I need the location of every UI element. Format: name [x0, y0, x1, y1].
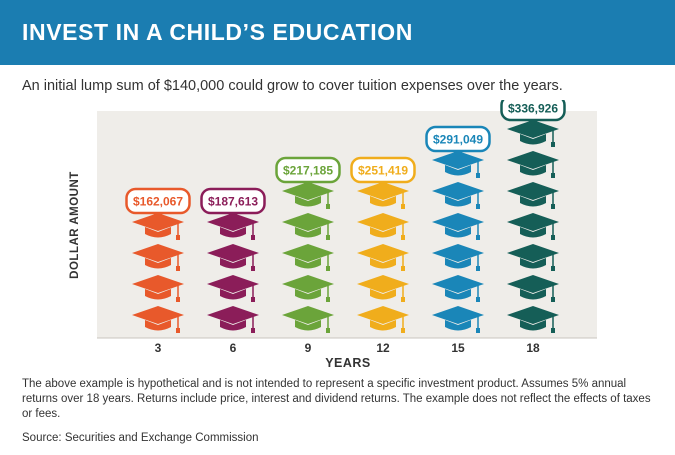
graduation-cap-icon	[357, 306, 409, 333]
value-label: $217,185	[283, 164, 333, 178]
graduation-cap-icon	[207, 275, 259, 302]
graduation-cap-icon	[507, 213, 559, 240]
value-label: $291,049	[433, 133, 483, 147]
footnote: The above example is hypothetical and is…	[22, 378, 651, 420]
graduation-cap-icon	[132, 275, 184, 302]
graduation-cap-icon	[282, 275, 334, 302]
graduation-cap-icon	[432, 182, 484, 209]
value-label-pointer	[377, 181, 389, 188]
x-tick-label: 12	[376, 341, 390, 355]
graduation-cap-icon	[207, 213, 259, 240]
graduation-cap-icon	[432, 244, 484, 271]
x-tick-label: 15	[451, 341, 465, 355]
graduation-cap-icon	[132, 244, 184, 271]
graduation-cap-icon	[432, 151, 484, 178]
chart-subtitle: An initial lump sum of $140,000 could gr…	[22, 78, 563, 94]
graduation-cap-icon	[507, 151, 559, 178]
graduation-cap-icon	[507, 306, 559, 333]
value-label-pointer	[302, 181, 314, 188]
value-label-pointer	[152, 212, 164, 219]
chart-marks: $162,067 3 $187,613 6 $217,185 9 $251,419 12 $29…	[125, 100, 566, 355]
y-axis-label: DOLLAR AMOUNT	[69, 171, 81, 279]
graduation-cap-icon	[282, 306, 334, 333]
graduation-cap-icon	[207, 306, 259, 333]
x-tick-label: 18	[526, 341, 540, 355]
value-label: $162,067	[133, 195, 183, 209]
graduation-cap-icon	[132, 213, 184, 240]
plot-area	[97, 111, 597, 338]
value-label: $336,926	[508, 102, 558, 116]
graduation-cap-icon	[357, 275, 409, 302]
header-banner: INVEST IN A CHILD’S EDUCATION	[0, 0, 675, 65]
value-label-pointer	[227, 212, 239, 219]
graduation-cap-icon	[282, 182, 334, 209]
graduation-cap-icon	[432, 275, 484, 302]
x-tick-label: 3	[155, 341, 162, 355]
graduation-cap-icon	[282, 244, 334, 271]
graduation-cap-icon	[357, 244, 409, 271]
graduation-cap-icon	[357, 213, 409, 240]
graduation-cap-icon	[507, 275, 559, 302]
graduation-cap-icon	[132, 306, 184, 333]
chart: DOLLAR AMOUNT YEARS $162,067 3 $187,613 6 $2…	[69, 100, 597, 370]
value-label: $187,613	[208, 195, 258, 209]
x-tick-label: 6	[230, 341, 237, 355]
source-note: Source: Securities and Exchange Commissi…	[22, 432, 259, 444]
graduation-cap-icon	[507, 244, 559, 271]
value-label: $251,419	[358, 164, 408, 178]
x-tick-label: 9	[305, 341, 312, 355]
graduation-cap-icon	[207, 244, 259, 271]
x-axis-label: YEARS	[325, 356, 371, 370]
page-title: INVEST IN A CHILD’S EDUCATION	[22, 19, 413, 45]
graduation-cap-icon	[282, 213, 334, 240]
graduation-cap-icon	[507, 120, 559, 147]
graduation-cap-icon	[432, 213, 484, 240]
graduation-cap-icon	[357, 182, 409, 209]
graduation-cap-icon	[432, 306, 484, 333]
value-label-pointer	[452, 150, 464, 157]
graduation-cap-icon	[507, 182, 559, 209]
value-label-pointer	[527, 119, 539, 126]
